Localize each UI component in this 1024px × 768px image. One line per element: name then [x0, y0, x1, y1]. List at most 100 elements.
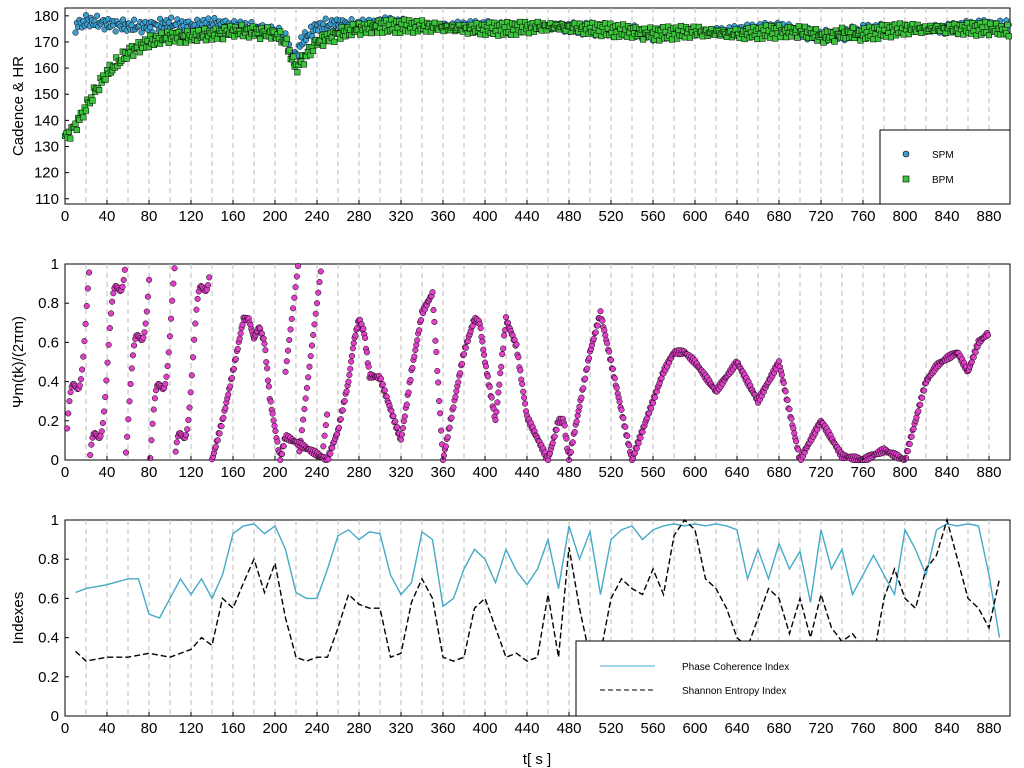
phase-point	[450, 404, 457, 411]
y-tick-label: 110	[35, 191, 59, 208]
phase-point	[124, 433, 131, 440]
phase-point	[341, 397, 348, 405]
phase-point	[150, 406, 157, 413]
phase-point	[76, 382, 83, 389]
phase-point	[622, 423, 629, 430]
phase-point	[316, 278, 323, 286]
y-tick-label: 0.4	[38, 374, 59, 391]
x-tick-label: 40	[99, 464, 116, 481]
phase-point	[582, 375, 589, 382]
legend-marker-bpm	[902, 175, 910, 183]
phase-point	[362, 334, 369, 342]
x-tick-label: 240	[304, 464, 329, 481]
phase-point	[305, 374, 312, 381]
phase-point	[313, 300, 321, 307]
phase-point	[904, 448, 911, 455]
phase-point	[144, 293, 151, 300]
bpm-point	[349, 21, 356, 28]
x-tick-label: 160	[220, 208, 245, 225]
x-tick-label: 200	[262, 464, 287, 481]
phase-point	[585, 355, 593, 362]
phase-point	[599, 317, 606, 324]
phase-point	[412, 346, 419, 354]
x-tick-label: 880	[976, 208, 1001, 225]
phase-point	[106, 325, 113, 332]
phase-point	[417, 317, 425, 324]
phase-point	[790, 425, 797, 432]
phase-point	[230, 365, 238, 372]
phase-point	[795, 446, 802, 453]
bpm-point	[669, 36, 676, 43]
phase-point	[602, 332, 609, 339]
bpm-point	[640, 36, 647, 43]
bpm-point	[89, 97, 96, 104]
x-tick-label: 800	[892, 464, 917, 481]
x-tick-label: 160	[220, 464, 245, 481]
y-axis-label-1: Cadence & HR	[10, 56, 27, 156]
phase-point	[350, 340, 357, 347]
phase-point	[292, 284, 299, 291]
phase-point	[228, 375, 236, 382]
phase-point	[919, 394, 926, 401]
x-tick-label: 400	[472, 208, 497, 225]
phase-point	[910, 425, 917, 432]
phase-point	[607, 357, 615, 364]
phase-point	[308, 342, 316, 349]
bpm-point	[331, 38, 338, 45]
phase-point	[84, 285, 91, 292]
phase-point	[639, 428, 646, 435]
phase-point	[597, 308, 604, 315]
y-tick-label: 140	[34, 112, 59, 129]
phase-point	[972, 349, 979, 356]
phase-point	[186, 404, 193, 411]
phase-point	[497, 370, 504, 377]
y-tick-label: 1	[51, 256, 59, 273]
bpm-point	[176, 39, 183, 46]
phase-point	[65, 410, 72, 417]
x-tick-label: 400	[472, 720, 497, 737]
bpm-point	[310, 47, 317, 55]
phase-point	[481, 351, 488, 358]
x-tick-label: 720	[808, 464, 833, 481]
phase-point	[492, 417, 499, 424]
phase-point	[403, 401, 410, 408]
phase-point	[908, 433, 915, 440]
phase-point	[322, 422, 329, 429]
phase-point	[399, 425, 406, 432]
phase-point	[407, 376, 414, 383]
phase-point	[495, 389, 502, 396]
phase-point	[348, 358, 355, 365]
phase-point	[551, 433, 558, 440]
phase-point	[377, 375, 385, 382]
x-tick-label: 640	[724, 464, 749, 481]
y-tick-label: 0.8	[38, 551, 59, 568]
phase-point	[189, 354, 197, 361]
phase-point	[398, 431, 406, 438]
x-tick-label: 880	[976, 720, 1001, 737]
x-tick-label: 120	[178, 720, 203, 737]
phase-point	[436, 397, 443, 405]
phase-point	[515, 354, 522, 361]
phase-point	[618, 406, 625, 413]
y-tick-label: 120	[34, 165, 59, 182]
phase-point	[142, 320, 149, 327]
phase-point	[430, 307, 437, 314]
y-tick-labels-2: 0 0.2 0.4 0.6 0.8 1	[38, 256, 69, 469]
phase-point	[569, 439, 576, 446]
x-tick-label: 840	[934, 720, 959, 737]
phase-point	[902, 454, 910, 461]
x-tick-label: 560	[640, 208, 665, 225]
y-tick-label: 1	[51, 512, 59, 529]
phase-point	[486, 383, 493, 390]
phase-point	[170, 280, 177, 287]
phase-point	[477, 325, 484, 332]
phase-point	[606, 348, 613, 355]
x-tick-label: 240	[304, 208, 329, 225]
phase-point	[349, 345, 356, 352]
phase-point	[567, 449, 574, 456]
phase-point	[573, 418, 580, 425]
phase-point	[204, 282, 212, 289]
phase-point	[325, 456, 332, 463]
x-tick-label: 0	[61, 208, 69, 225]
